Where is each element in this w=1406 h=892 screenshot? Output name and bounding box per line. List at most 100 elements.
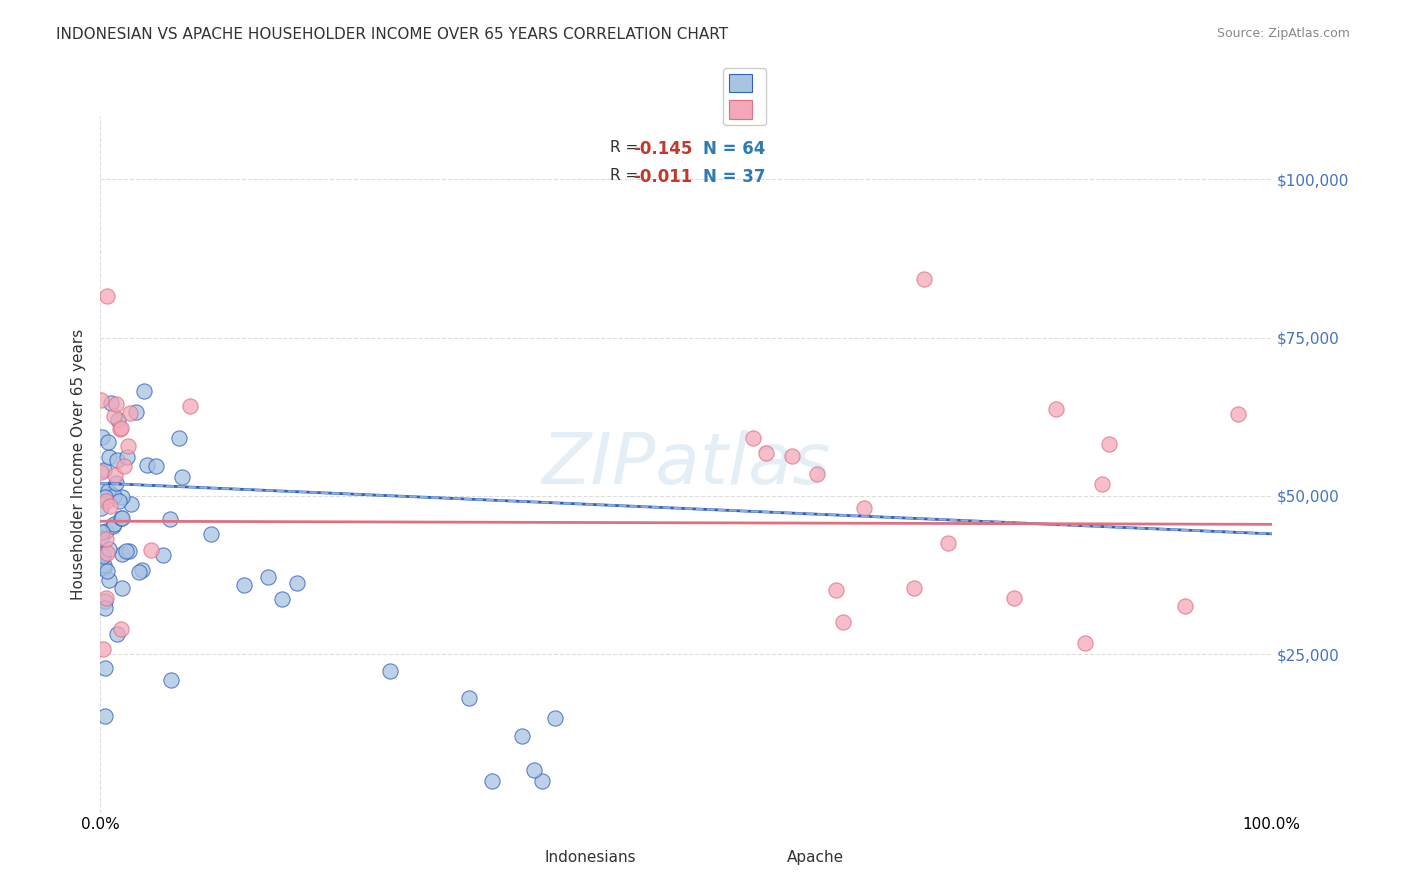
Point — [179, 399, 201, 413]
Point — [90, 393, 112, 408]
Point — [120, 497, 142, 511]
Text: N = 37: N = 37 — [703, 168, 766, 186]
Point — [530, 773, 553, 788]
Point — [97, 483, 120, 498]
Point — [105, 397, 128, 411]
Point — [825, 582, 848, 597]
Point — [111, 510, 134, 524]
Point — [172, 470, 194, 484]
Point — [97, 435, 120, 450]
Point — [108, 422, 131, 436]
Text: N = 64: N = 64 — [703, 140, 766, 158]
Point — [94, 709, 117, 723]
Point — [115, 450, 138, 465]
Point — [1174, 599, 1197, 614]
Point — [1045, 402, 1067, 417]
Point — [755, 446, 778, 460]
Point — [110, 547, 132, 561]
Point — [167, 431, 190, 445]
Text: -0.011: -0.011 — [633, 168, 692, 186]
Point — [136, 458, 159, 473]
Point — [96, 565, 118, 579]
Point — [831, 615, 853, 629]
Point — [271, 591, 294, 606]
Point — [132, 384, 155, 398]
Point — [111, 582, 134, 596]
Point — [120, 406, 142, 420]
Point — [94, 600, 117, 615]
Point — [852, 501, 875, 516]
Point — [457, 690, 479, 705]
Point — [159, 512, 181, 526]
Point — [139, 543, 162, 558]
Point — [107, 493, 129, 508]
Point — [93, 661, 115, 675]
Point — [378, 664, 401, 678]
Point — [93, 463, 115, 477]
Point — [110, 622, 132, 636]
Point — [1098, 436, 1121, 450]
Point — [125, 405, 148, 419]
Point — [112, 459, 135, 474]
Point — [145, 459, 167, 474]
Point — [104, 467, 127, 482]
Point — [90, 483, 112, 498]
Point — [118, 544, 141, 558]
Point — [200, 526, 222, 541]
Point — [103, 409, 125, 423]
Text: R =: R = — [610, 168, 643, 183]
Point — [90, 430, 112, 444]
Text: Indonesians: Indonesians — [544, 850, 637, 865]
Point — [90, 501, 112, 516]
Point — [544, 711, 567, 725]
Point — [90, 525, 112, 540]
Point — [1227, 407, 1250, 421]
Point — [233, 578, 256, 592]
Point — [110, 421, 132, 435]
Point — [91, 547, 114, 561]
Point — [94, 594, 117, 608]
Point — [1073, 636, 1095, 650]
Point — [94, 490, 117, 504]
Point — [103, 516, 125, 531]
Point — [481, 773, 503, 788]
Text: R =: R = — [610, 140, 643, 155]
Point — [97, 541, 120, 556]
Y-axis label: Householder Income Over 65 years: Householder Income Over 65 years — [72, 328, 86, 599]
Point — [93, 561, 115, 575]
Text: Source: ZipAtlas.com: Source: ZipAtlas.com — [1216, 27, 1350, 40]
Point — [110, 510, 132, 524]
Point — [114, 544, 136, 558]
Point — [93, 641, 115, 656]
Point — [91, 549, 114, 564]
Point — [100, 486, 122, 500]
Text: ZIPatlas: ZIPatlas — [541, 430, 831, 499]
Point — [257, 570, 280, 584]
Point — [510, 729, 533, 743]
Point — [97, 450, 120, 464]
Point — [128, 565, 150, 579]
Legend: , : , — [723, 68, 766, 125]
Text: INDONESIAN VS APACHE HOUSEHOLDER INCOME OVER 65 YEARS CORRELATION CHART: INDONESIAN VS APACHE HOUSEHOLDER INCOME … — [56, 27, 728, 42]
Point — [96, 546, 118, 560]
Point — [90, 465, 112, 479]
Point — [103, 489, 125, 503]
Point — [105, 627, 128, 641]
Text: Apache: Apache — [787, 850, 844, 865]
Text: -0.145: -0.145 — [633, 140, 693, 158]
Point — [523, 763, 546, 777]
Point — [152, 548, 174, 562]
Point — [117, 439, 139, 453]
Point — [780, 450, 803, 464]
Point — [94, 533, 117, 547]
Point — [159, 673, 181, 688]
Point — [912, 272, 935, 286]
Point — [742, 431, 765, 445]
Point — [94, 494, 117, 508]
Point — [903, 581, 925, 595]
Point — [285, 576, 308, 591]
Point — [105, 453, 128, 467]
Point — [103, 519, 125, 533]
Point — [90, 531, 112, 545]
Point — [93, 558, 115, 573]
